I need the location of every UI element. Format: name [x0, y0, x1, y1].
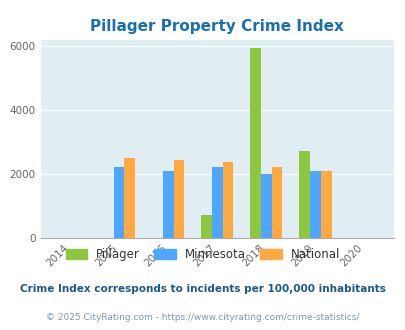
- Bar: [211, 167, 222, 238]
- Bar: [124, 158, 135, 238]
- Bar: [173, 160, 184, 238]
- Bar: [200, 215, 211, 238]
- Text: Crime Index corresponds to incidents per 100,000 inhabitants: Crime Index corresponds to incidents per…: [20, 284, 385, 294]
- Bar: [271, 167, 282, 238]
- Bar: [222, 162, 233, 238]
- Bar: [320, 171, 331, 238]
- Legend: Pillager, Minnesota, National: Pillager, Minnesota, National: [61, 244, 344, 266]
- Bar: [260, 174, 271, 238]
- Bar: [113, 167, 124, 238]
- Bar: [249, 48, 260, 238]
- Title: Pillager Property Crime Index: Pillager Property Crime Index: [90, 19, 343, 34]
- Bar: [298, 151, 309, 238]
- Bar: [162, 171, 173, 238]
- Text: © 2025 CityRating.com - https://www.cityrating.com/crime-statistics/: © 2025 CityRating.com - https://www.city…: [46, 313, 359, 322]
- Bar: [309, 171, 320, 238]
